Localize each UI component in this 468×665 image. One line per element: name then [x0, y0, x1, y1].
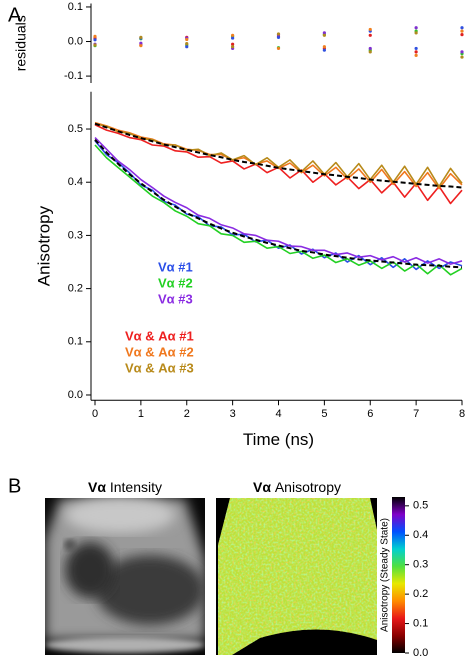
- residual-point: [322, 48, 326, 52]
- legend-entry: Vα & Aα #3: [125, 360, 194, 375]
- y-tick-label: 0.0: [68, 389, 83, 401]
- colorbar-tick-label: 0.4: [413, 529, 428, 541]
- residual-point: [276, 32, 281, 36]
- residual-point: [460, 29, 464, 33]
- colorbar-label: Anisotropy (Steady State): [380, 518, 391, 632]
- y-tick-label: 0.1: [68, 1, 83, 13]
- residual-point: [231, 42, 235, 46]
- colorbar-tick-label: 0.5: [413, 500, 428, 512]
- image-measure: Anisotropy: [275, 479, 341, 495]
- y-tick-label: 0.5: [68, 123, 83, 135]
- panel-label: B: [8, 475, 21, 497]
- trace: [94, 140, 463, 271]
- x-tick-label: 1: [138, 408, 144, 420]
- image-measure: Intensity: [110, 479, 162, 495]
- x-tick-label: 6: [367, 408, 373, 420]
- trace: [94, 121, 463, 190]
- intensity-image: [45, 498, 205, 655]
- residual-point: [414, 26, 418, 30]
- fit-line: [94, 122, 463, 189]
- residual-point: [231, 36, 235, 40]
- legend-entry: Vα & Aα #1: [125, 328, 194, 343]
- residual-point: [231, 33, 235, 37]
- residual-point: [185, 37, 189, 42]
- x-tick-label: 0: [92, 408, 98, 420]
- x-tick-label: 8: [459, 408, 465, 420]
- trace: [94, 136, 463, 265]
- residual-point: [185, 41, 189, 46]
- trace: [94, 122, 463, 188]
- y-tick-label: 0.1: [68, 336, 83, 348]
- legend-entry: Vα #1: [158, 259, 193, 274]
- colorbar: [392, 497, 405, 653]
- image-subject: Vα: [253, 479, 271, 495]
- residual-point: [231, 45, 235, 49]
- residual-point: [93, 34, 97, 38]
- legend-entry: Vα #3: [158, 291, 193, 306]
- legend-entry: Vα #2: [158, 275, 193, 290]
- panel-label: A: [8, 4, 22, 26]
- colorbar-tick-label: 0.2: [413, 588, 428, 600]
- y-tick-label: 0.4: [68, 176, 83, 188]
- x-tick-label: 5: [321, 408, 327, 420]
- x-tick-label: 3: [230, 408, 236, 420]
- residual-point: [322, 31, 326, 35]
- x-tick-label: 7: [413, 408, 419, 420]
- trace: [94, 124, 463, 205]
- residual-point: [460, 26, 464, 30]
- residual-point: [93, 43, 97, 47]
- y-tick-label: 0.0: [68, 35, 83, 47]
- residual-point: [93, 38, 97, 42]
- image-subject: Vα: [88, 479, 106, 495]
- residual-point: [322, 45, 326, 49]
- x-tick-label: 4: [275, 408, 281, 420]
- colorbar-tick-label: 0.3: [413, 559, 428, 571]
- residual-point: [368, 27, 372, 32]
- residual-point: [276, 46, 281, 51]
- residual-point: [414, 53, 418, 57]
- residual-point: [139, 35, 143, 39]
- residual-point: [139, 44, 143, 48]
- x-axis-label: Time (ns): [243, 430, 314, 449]
- y-tick-label: 0.2: [68, 283, 83, 295]
- y-axis-label: Anisotropy: [34, 205, 53, 286]
- y-axis-label: residuals: [13, 15, 29, 71]
- residual-point: [414, 46, 418, 51]
- trace: [94, 144, 463, 276]
- x-tick-label: 2: [184, 408, 190, 420]
- residual-point: [460, 50, 464, 54]
- y-tick-label: -0.1: [64, 70, 83, 82]
- colorbar-tick-label: 0.0: [413, 647, 428, 659]
- y-tick-label: 0.3: [68, 229, 83, 241]
- image-title: Vα Anisotropy: [253, 479, 341, 495]
- image-title: Vα Intensity: [88, 479, 162, 495]
- residual-point: [368, 33, 372, 37]
- residual-point: [460, 33, 464, 37]
- legend-entry: Vα & Aα #2: [125, 344, 194, 359]
- residual-point: [414, 50, 418, 54]
- residual-point: [139, 41, 143, 45]
- residual-point: [368, 50, 372, 54]
- residual-point: [276, 35, 281, 39]
- residual-point: [460, 55, 464, 59]
- residual-point: [368, 46, 372, 51]
- residual-point: [322, 33, 326, 37]
- residual-point: [414, 31, 418, 35]
- residual-point: [185, 45, 189, 49]
- fit-line: [94, 139, 463, 269]
- colorbar-tick-label: 0.1: [413, 617, 428, 629]
- anisotropy-image: [216, 498, 377, 655]
